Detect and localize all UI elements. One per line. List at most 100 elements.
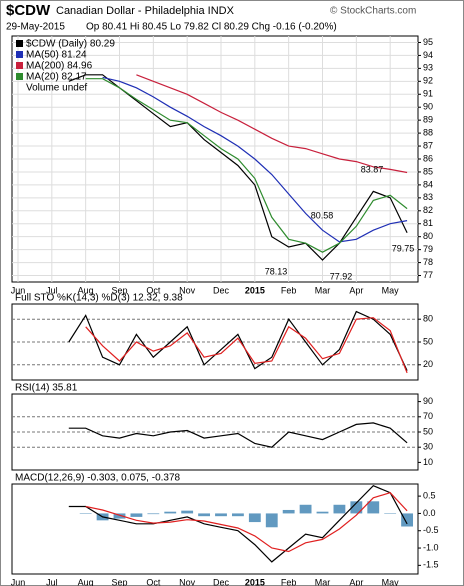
- y-tick-label: -1.0: [423, 542, 439, 552]
- histogram-bar: [401, 513, 414, 527]
- x-tick-label: Aug: [78, 285, 94, 295]
- x-tick-label: Apr: [349, 577, 363, 586]
- histogram-bar: [113, 513, 126, 519]
- x-tick-label: Sep: [111, 577, 127, 586]
- date: 29-May-2015: [6, 22, 65, 33]
- y-tick-label: 77: [423, 270, 433, 280]
- x-tick-label: May: [382, 285, 400, 295]
- panel-title: RSI(14) 35.81: [15, 383, 78, 394]
- x-tick-label: Feb: [281, 577, 297, 586]
- histogram-bar: [299, 504, 312, 514]
- series-line: [68, 484, 408, 563]
- y-tick-label: 80: [423, 231, 433, 241]
- legend-swatch: [16, 40, 23, 47]
- histogram-bar: [198, 513, 211, 517]
- x-tick-label: Dec: [213, 577, 230, 586]
- legend-label: MA(200) 84.96: [26, 61, 93, 72]
- panel-title: MACD(12,26,9) -0.303, 0.075, -0.378: [15, 473, 181, 484]
- x-tick-label: Sep: [111, 285, 127, 295]
- y-tick-label: 0.5: [423, 490, 436, 500]
- x-tick-label: Feb: [281, 285, 297, 295]
- instrument-name: Canadian Dollar - Philadelphia INDX: [56, 5, 235, 17]
- histogram-bar: [181, 510, 194, 514]
- legend-label: MA(20) 82.17: [26, 72, 87, 83]
- panel-title: Full STO %K(14,3) %D(3) 12.32, 9.38: [15, 293, 183, 304]
- x-tick-label: Jun: [11, 577, 26, 586]
- histogram-bar: [384, 513, 397, 514]
- x-tick-label: Nov: [179, 577, 196, 586]
- y-tick-label: 85: [423, 166, 433, 176]
- y-tick-label: 81: [423, 218, 433, 228]
- y-tick-label: -0.5: [423, 525, 439, 535]
- y-tick-label: 70: [423, 411, 433, 421]
- x-tick-label: Oct: [146, 285, 161, 295]
- annotation: 79.75: [392, 243, 415, 253]
- histogram-bar: [215, 513, 227, 517]
- x-tick-label: Jul: [46, 285, 58, 295]
- histogram-bar: [316, 511, 329, 514]
- annotation: 83.87: [361, 164, 384, 174]
- series-line: [136, 74, 408, 174]
- histogram-bar: [164, 511, 177, 514]
- x-tick-label: 2015: [245, 285, 265, 295]
- y-tick-label: 89: [423, 115, 433, 125]
- y-tick-label: 87: [423, 140, 433, 150]
- y-tick-label: 91: [423, 89, 433, 99]
- symbol: $CDW: [6, 2, 51, 19]
- legend-swatch: [16, 51, 23, 58]
- y-tick-label: 30: [423, 442, 433, 452]
- y-tick-label: 50: [423, 426, 433, 436]
- y-tick-label: 84: [423, 179, 433, 189]
- annotation: 78.13: [265, 266, 288, 276]
- source: © StockCharts.com: [330, 6, 416, 17]
- y-tick-label: 90: [423, 102, 433, 112]
- histogram-bar: [367, 501, 380, 514]
- annotation: 77.92: [330, 271, 353, 281]
- y-tick-label: 90: [423, 396, 433, 406]
- y-tick-label: 20: [423, 359, 433, 369]
- x-tick-label: Jun: [11, 285, 26, 295]
- y-tick-label: 80: [423, 314, 433, 324]
- x-tick-label: May: [382, 577, 400, 586]
- histogram-bar: [248, 513, 261, 523]
- legend-label: MA(50) 81.24: [26, 50, 87, 61]
- x-tick-label: Dec: [213, 285, 230, 295]
- y-tick-label: 0.0: [423, 508, 436, 518]
- legend-swatch: [16, 62, 23, 69]
- y-tick-label: 94: [423, 50, 433, 60]
- y-tick-label: 10: [423, 457, 433, 467]
- histogram-bar: [79, 513, 92, 514]
- series-line: [102, 76, 408, 243]
- legend-swatch: [16, 73, 23, 80]
- histogram-bar: [350, 501, 363, 514]
- y-tick-label: 78: [423, 257, 433, 267]
- histogram-bar: [130, 513, 143, 517]
- y-tick-label: 88: [423, 127, 433, 137]
- x-tick-label: Mar: [315, 577, 331, 586]
- x-tick-label: 2015: [245, 577, 265, 586]
- legend-label: $CDW (Daily) 80.29: [26, 39, 115, 50]
- histogram-bar: [231, 513, 244, 517]
- histogram-bar: [147, 513, 160, 515]
- annotation: 80.58: [311, 210, 334, 220]
- series-line: [85, 492, 408, 553]
- y-tick-label: 93: [423, 63, 433, 73]
- quote: Op 80.41 Hi 80.45 Lo 79.82 Cl 80.29 Chg …: [86, 22, 337, 33]
- y-tick-label: 79: [423, 244, 433, 254]
- x-tick-label: Jul: [46, 577, 58, 586]
- legend-label: Volume undef: [26, 83, 87, 94]
- y-tick-label: 95: [423, 37, 433, 47]
- y-tick-label: 86: [423, 153, 433, 163]
- series-line: [85, 78, 408, 253]
- x-tick-label: Mar: [315, 285, 331, 295]
- histogram-bar: [333, 504, 346, 514]
- y-tick-label: 83: [423, 192, 433, 202]
- histogram-bar: [282, 509, 295, 514]
- y-tick-label: -1.5: [423, 560, 439, 570]
- y-tick-label: 92: [423, 76, 433, 86]
- histogram-bar: [265, 513, 278, 528]
- series-line: [85, 317, 408, 374]
